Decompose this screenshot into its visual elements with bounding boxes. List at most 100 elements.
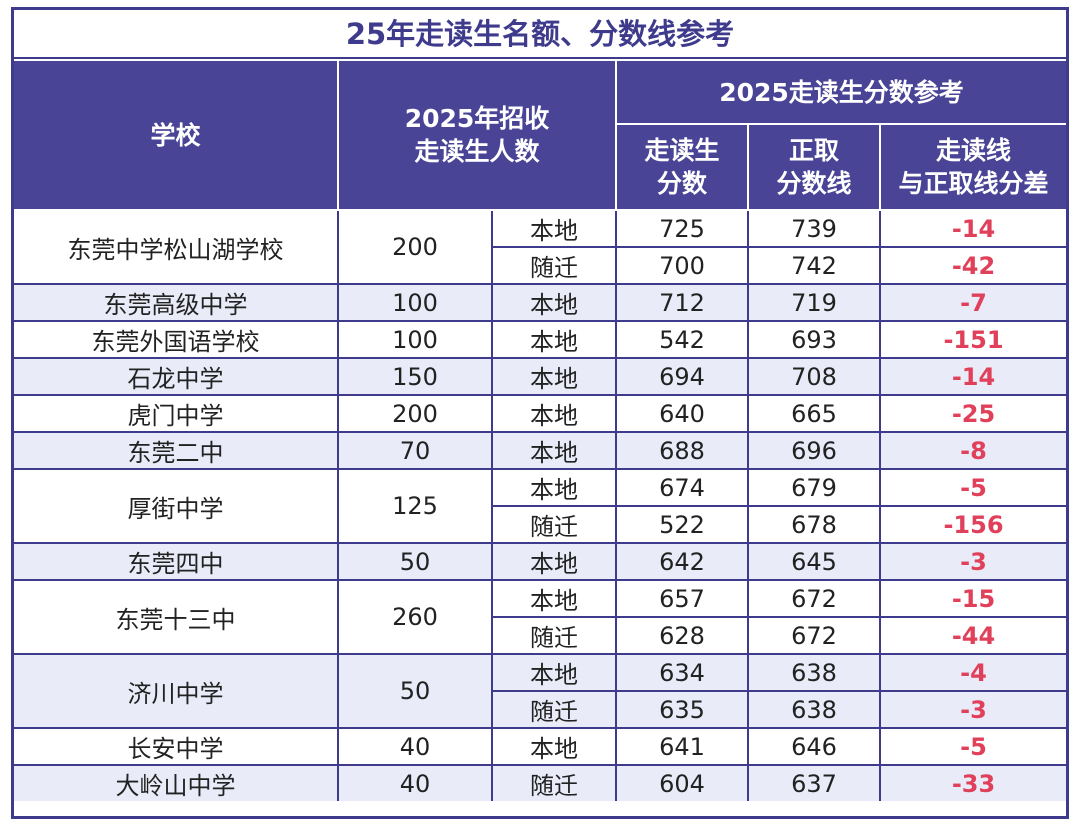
quota-cell: 50	[337, 542, 493, 581]
day-score-cell: 725	[615, 209, 749, 248]
score-table-panel: 25年走读生名额、分数线参考 学校 2025年招收 走读生人数 2025走读生分…	[11, 7, 1069, 819]
score-diff-cell: -5	[878, 727, 1067, 766]
student-type-cell: 本地	[491, 542, 617, 581]
regular-score-cell: 672	[747, 579, 881, 618]
regular-score-cell: 638	[747, 653, 881, 692]
school-name-cell: 东莞二中	[14, 431, 339, 470]
day-score-cell: 642	[615, 542, 749, 581]
school-name-cell: 东莞中学松山湖学校	[14, 209, 339, 285]
header-school: 学校	[14, 59, 339, 211]
score-diff-cell: -3	[878, 542, 1067, 581]
quota-cell: 40	[337, 727, 493, 766]
score-diff-cell: -44	[878, 616, 1067, 655]
student-type-cell: 本地	[491, 653, 617, 692]
regular-score-cell: 678	[747, 505, 881, 544]
school-name-cell: 虎门中学	[14, 394, 339, 433]
regular-score-cell: 696	[747, 431, 881, 470]
table-row: 厚街中学 125 本地 674 679 -5	[14, 468, 1067, 544]
student-type-cell: 本地	[491, 579, 617, 618]
quota-cell: 100	[337, 283, 493, 322]
day-score-cell: 641	[615, 727, 749, 766]
score-diff-cell: -42	[878, 246, 1067, 285]
day-score-cell: 628	[615, 616, 749, 655]
student-type-cell: 随迁	[491, 505, 617, 544]
student-type-cell: 本地	[491, 727, 617, 766]
regular-score-cell: 645	[747, 542, 881, 581]
table-row: 东莞十三中 260 本地 657 672 -15	[14, 579, 1067, 655]
score-diff-cell: -33	[878, 764, 1067, 801]
school-name-cell: 东莞四中	[14, 542, 339, 581]
header-quota: 2025年招收 走读生人数	[337, 59, 617, 211]
student-type-cell: 本地	[491, 209, 617, 248]
day-score-cell: 522	[615, 505, 749, 544]
score-diff-cell: -14	[878, 209, 1067, 248]
student-type-cell: 本地	[491, 283, 617, 322]
score-diff-cell: -25	[878, 394, 1067, 433]
quota-cell: 150	[337, 357, 493, 396]
student-type-cell: 本地	[491, 468, 617, 507]
score-diff-cell: -14	[878, 357, 1067, 396]
score-diff-cell: -151	[878, 320, 1067, 359]
table-body: 东莞中学松山湖学校 200 本地 725 739 -14 随迁 700 742 -42 东莞高级中学…	[14, 209, 1067, 801]
student-type-cell: 本地	[491, 394, 617, 433]
table-row: 东莞二中 70 本地 688 696 -8	[14, 431, 1067, 470]
regular-score-cell: 693	[747, 320, 881, 359]
school-name-cell: 东莞十三中	[14, 579, 339, 655]
regular-score-cell: 708	[747, 357, 881, 396]
quota-cell: 70	[337, 431, 493, 470]
school-name-cell: 大岭山中学	[14, 764, 339, 801]
score-diff-cell: -8	[878, 431, 1067, 470]
day-score-cell: 604	[615, 764, 749, 801]
score-diff-cell: -156	[878, 505, 1067, 544]
student-type-cell: 随迁	[491, 690, 617, 729]
table-row: 大岭山中学 40 随迁 604 637 -33	[14, 764, 1067, 801]
student-type-cell: 本地	[491, 431, 617, 470]
table-row: 东莞外国语学校 100 本地 542 693 -151	[14, 320, 1067, 359]
quota-cell: 200	[337, 394, 493, 433]
school-name-cell: 济川中学	[14, 653, 339, 729]
student-type-cell: 随迁	[491, 764, 617, 801]
score-diff-cell: -5	[878, 468, 1067, 507]
day-score-cell: 640	[615, 394, 749, 433]
table-title: 25年走读生名额、分数线参考	[14, 10, 1066, 59]
table-row: 济川中学 50 本地 634 638 -4	[14, 653, 1067, 729]
table-row: 石龙中学 150 本地 694 708 -14	[14, 357, 1067, 396]
quota-cell: 50	[337, 653, 493, 729]
table-row: 长安中学 40 本地 641 646 -5	[14, 727, 1067, 766]
quota-cell: 260	[337, 579, 493, 655]
student-type-cell: 本地	[491, 357, 617, 396]
score-diff-cell: -15	[878, 579, 1067, 618]
table-row: 东莞中学松山湖学校 200 本地 725 739 -14	[14, 209, 1067, 285]
day-score-cell: 635	[615, 690, 749, 729]
quota-cell: 100	[337, 320, 493, 359]
score-table: 学校 2025年招收 走读生人数 2025走读生分数参考 走读生 分数 正取 分…	[14, 59, 1067, 801]
day-score-cell: 694	[615, 357, 749, 396]
header-regular-score: 正取 分数线	[747, 123, 881, 211]
day-score-cell: 688	[615, 431, 749, 470]
student-type-cell: 随迁	[491, 616, 617, 655]
regular-score-cell: 638	[747, 690, 881, 729]
regular-score-cell: 637	[747, 764, 881, 801]
school-name-cell: 东莞高级中学	[14, 283, 339, 322]
day-score-cell: 712	[615, 283, 749, 322]
regular-score-cell: 672	[747, 616, 881, 655]
table-row: 随迁 522 678 -156	[14, 505, 1067, 544]
day-score-cell: 634	[615, 653, 749, 692]
school-name-cell: 长安中学	[14, 727, 339, 766]
quota-cell: 125	[337, 468, 493, 544]
school-name-cell: 东莞外国语学校	[14, 320, 339, 359]
score-diff-cell: -7	[878, 283, 1067, 322]
regular-score-cell: 646	[747, 727, 881, 766]
header-score-group: 2025走读生分数参考	[614, 59, 1067, 125]
table-row: 东莞高级中学 100 本地 712 719 -7	[14, 283, 1067, 322]
regular-score-cell: 719	[747, 283, 881, 322]
table-row: 随迁 635 638 -3	[14, 690, 1067, 729]
table-row: 随迁 628 672 -44	[14, 616, 1067, 655]
day-score-cell: 542	[615, 320, 749, 359]
student-type-cell: 本地	[491, 320, 617, 359]
student-type-cell: 随迁	[491, 246, 617, 285]
header-score-diff: 走读线 与正取线分差	[878, 123, 1067, 211]
table-row: 随迁 700 742 -42	[14, 246, 1067, 285]
day-score-cell: 657	[615, 579, 749, 618]
day-score-cell: 674	[615, 468, 749, 507]
